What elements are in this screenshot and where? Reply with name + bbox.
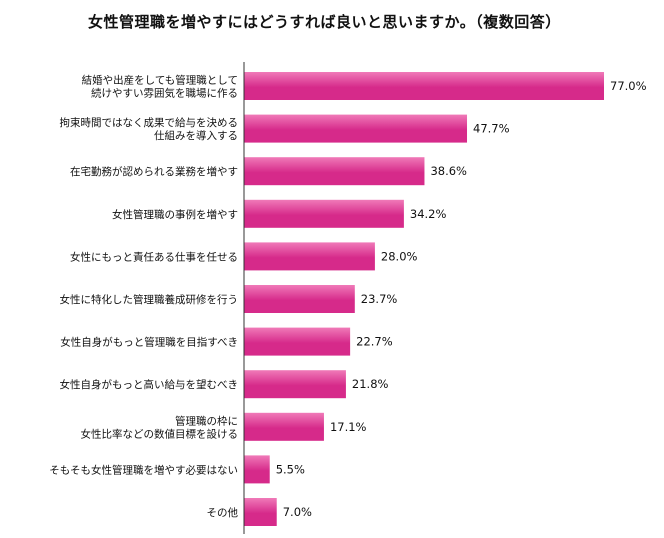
category-label-0-1: 続けやすい雰囲気を職場に作る (91, 87, 238, 100)
value-label-9: 5.5% (276, 462, 305, 476)
bar-4 (244, 242, 375, 271)
category-label-3-0: 女性管理職の事例を増やす (112, 208, 238, 221)
category-label-8-0: 管理職の枠に (175, 414, 238, 427)
value-label-5: 23.7% (361, 292, 398, 306)
category-label-5-0: 女性に特化した管理職養成研修を行う (60, 293, 239, 306)
category-label-1-0: 拘束時間ではなく成果で給与を決める (60, 116, 239, 129)
bar-8 (244, 412, 324, 441)
bar-3 (244, 199, 404, 228)
bars-layer (244, 72, 604, 526)
category-label-6-0: 女性自身がもっと管理職を目指すべき (60, 336, 238, 349)
category-label-8-1: 女性比率などの数値目標を設ける (81, 427, 239, 440)
bar-6 (244, 327, 351, 356)
bar-7 (244, 370, 346, 399)
bar-10 (244, 498, 277, 526)
value-label-3: 34.2% (410, 207, 447, 221)
bar-2 (244, 157, 425, 186)
value-label-6: 22.7% (356, 335, 393, 349)
value-labels-layer: 77.0% 47.7% 38.6% 34.2% 28.0% 23.7% 22.7% 21.8%… (276, 79, 647, 519)
value-label-10: 7.0% (283, 505, 312, 519)
category-label-0-0: 結婚や出産をしても管理職として (82, 74, 238, 87)
value-label-2: 38.6% (430, 164, 467, 178)
bar-0 (244, 72, 604, 100)
category-label-10-0: その他 (207, 506, 239, 519)
category-label-1-1: 仕組みを導入する (154, 129, 238, 142)
bar-1 (244, 114, 468, 143)
value-label-8: 17.1% (330, 420, 367, 434)
value-label-0: 77.0% (610, 79, 647, 93)
bar-9 (244, 455, 270, 484)
bar-5 (244, 285, 355, 313)
category-label-9-0: そもそも女性管理職を増やす必要はない (49, 463, 238, 476)
chart-title: 女性管理職を増やすにはどうすれば良いと思いますか。（複数回答） (88, 13, 561, 31)
value-label-4: 28.0% (381, 249, 418, 263)
category-label-4-0: 女性にもっと責任ある仕事を任せる (70, 250, 238, 263)
category-labels-layer: 結婚や出産をしても管理職として続けやすい雰囲気を職場に作る拘束時間ではなく成果で… (49, 74, 238, 520)
value-label-7: 21.8% (352, 377, 389, 391)
value-label-1: 47.7% (473, 122, 510, 136)
category-label-2-0: 在宅勤務が認められる業務を増やす (70, 165, 238, 178)
category-label-7-0: 女性自身がもっと高い給与を望むべき (60, 378, 239, 391)
